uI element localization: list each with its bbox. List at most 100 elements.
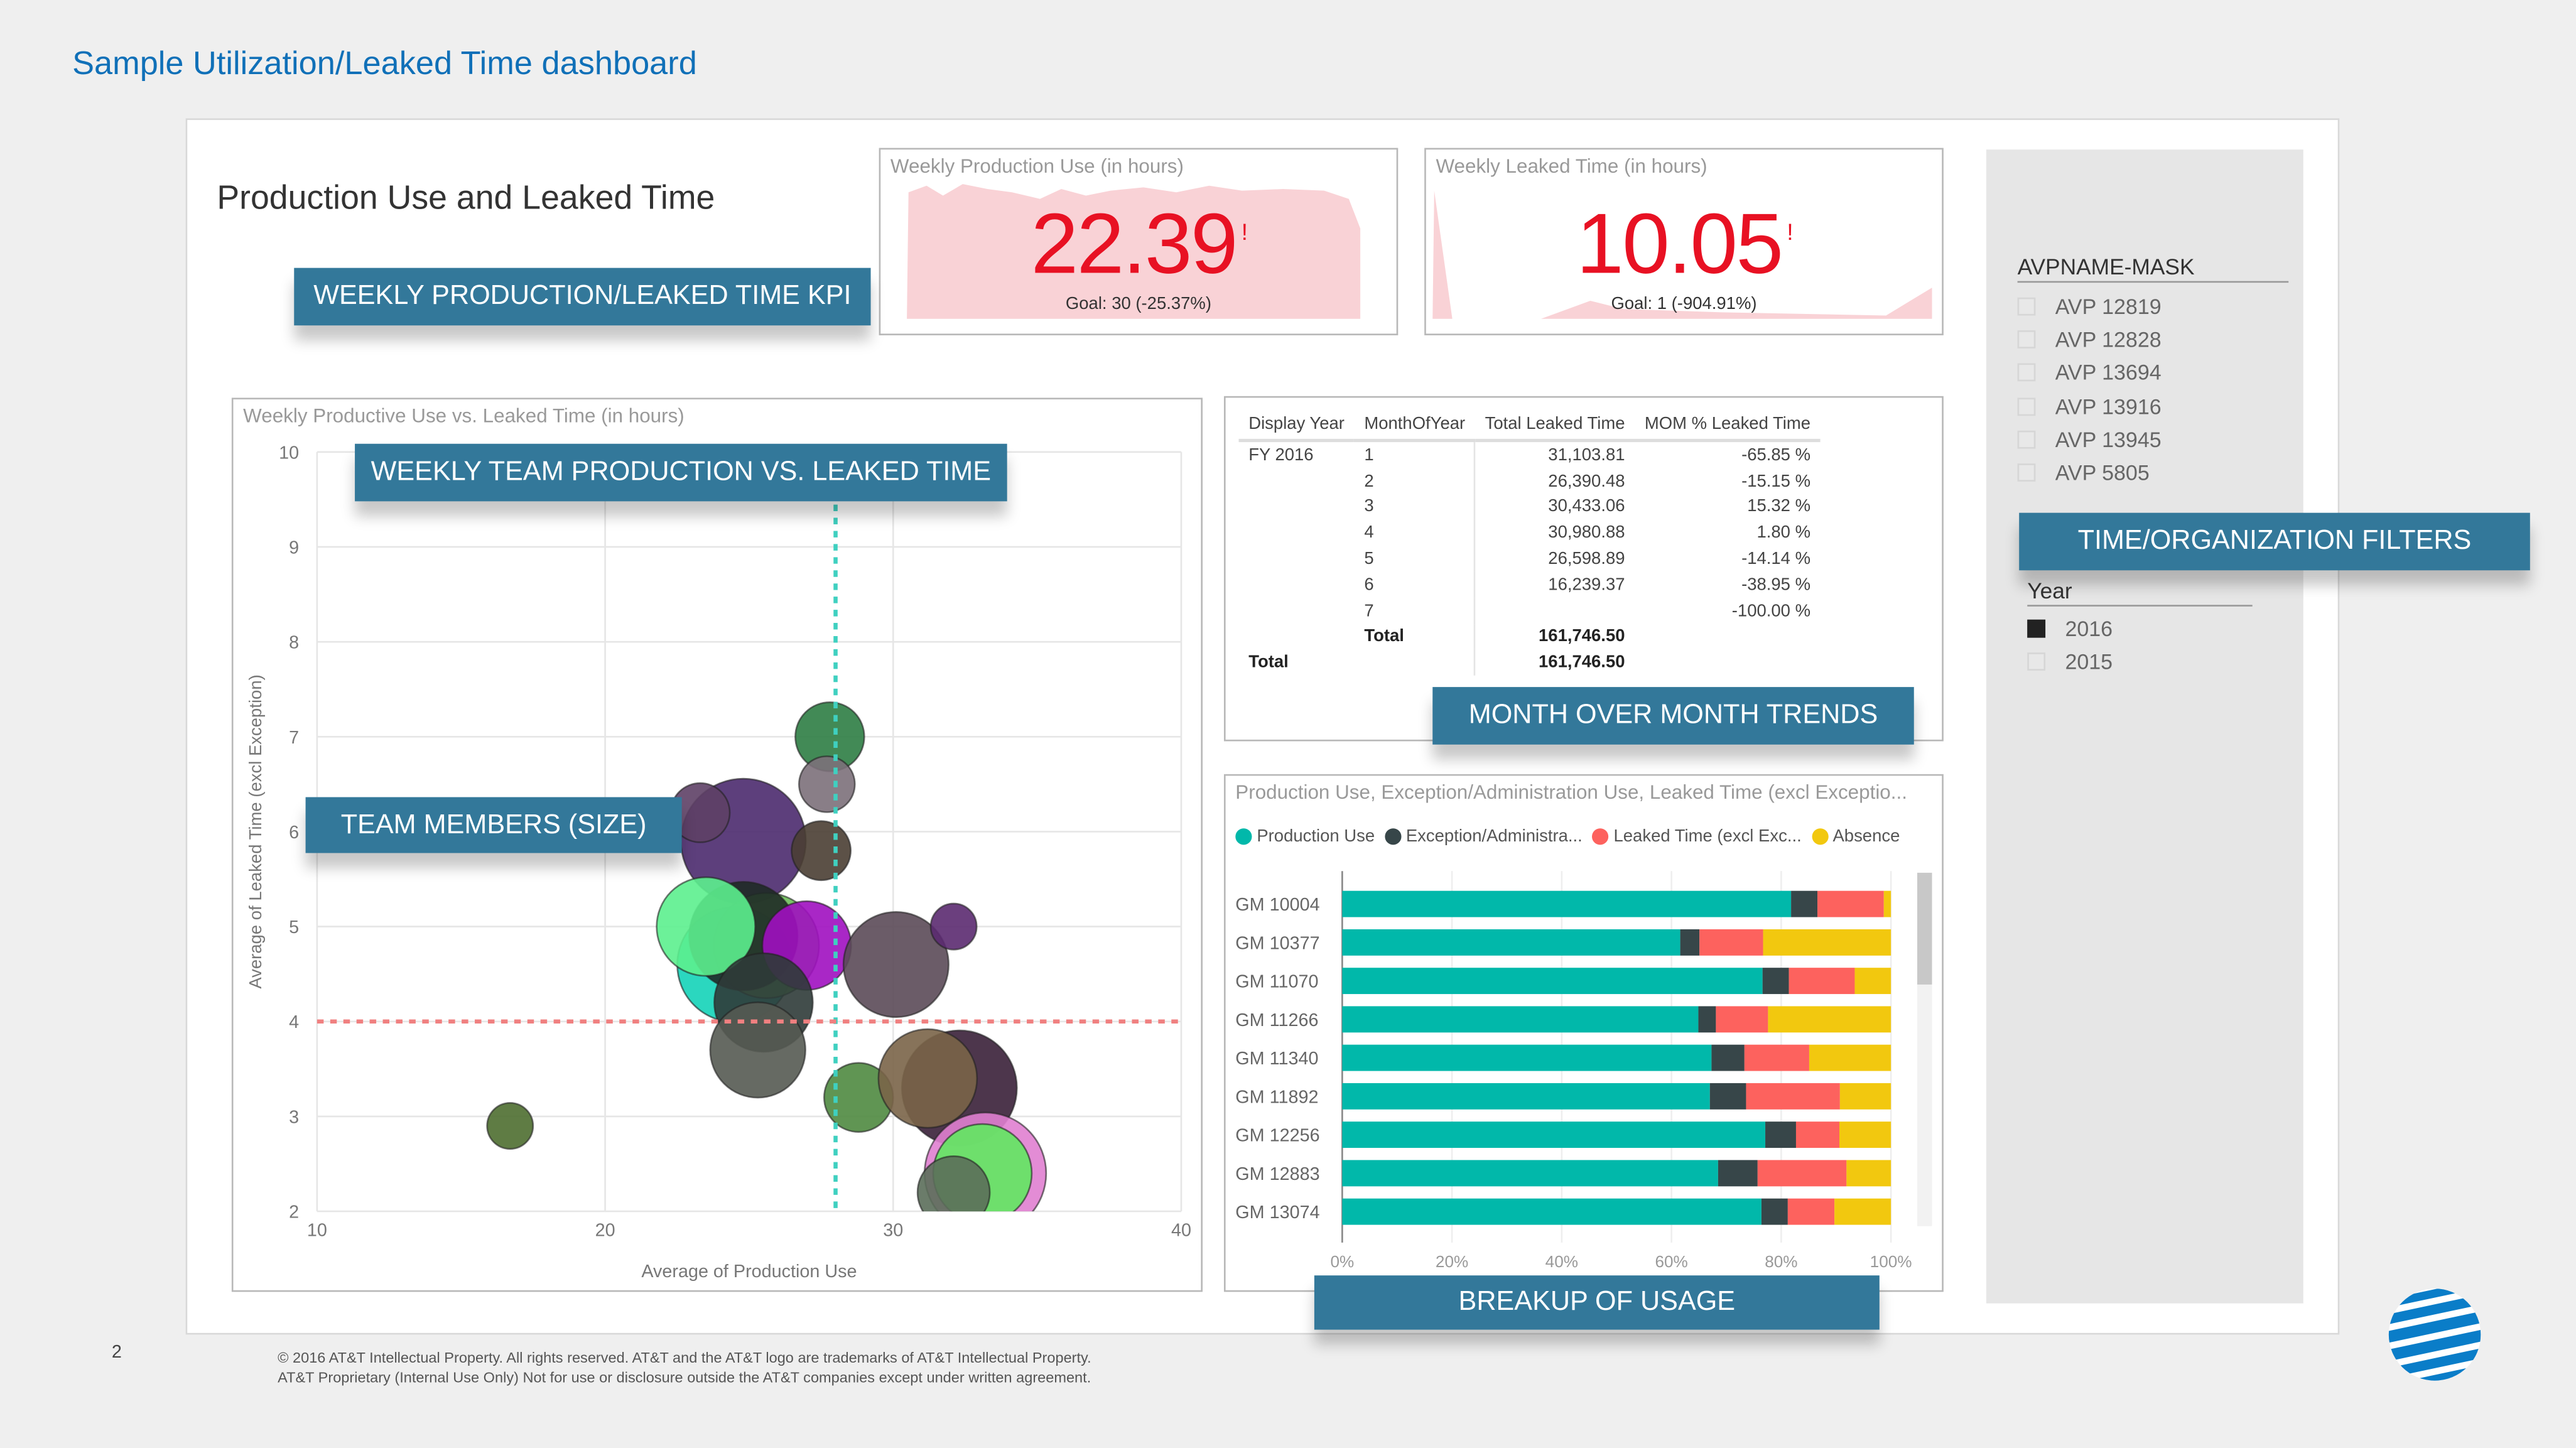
- bar-segment[interactable]: [1342, 1006, 1699, 1033]
- bar-segment[interactable]: [1342, 968, 1763, 995]
- bar-segment[interactable]: [1342, 1160, 1718, 1187]
- checkbox[interactable]: [2017, 330, 2036, 349]
- checkbox[interactable]: [2017, 463, 2036, 482]
- bar-segment[interactable]: [1342, 1083, 1710, 1110]
- kpi-value: 22.39!: [880, 195, 1396, 294]
- checkbox[interactable]: [2017, 430, 2036, 449]
- usage-bar-chart-card: Production Use, Exception/Administration…: [1223, 774, 1944, 1292]
- column-header[interactable]: MOM % Leaked Time: [1635, 411, 1821, 443]
- bubble[interactable]: [656, 876, 756, 977]
- legend-item[interactable]: Leaked Time (excl Exc...: [1592, 827, 1802, 846]
- column-header[interactable]: Display Year: [1238, 411, 1355, 443]
- checkbox[interactable]: [2017, 297, 2036, 316]
- kpi-number: 10.05: [1576, 197, 1783, 293]
- slicer-item-2015[interactable]: 2015: [2027, 649, 2113, 674]
- slicer-item-2016[interactable]: 2016: [2027, 617, 2113, 641]
- bar-segment[interactable]: [1709, 1083, 1746, 1110]
- bar-segment[interactable]: [1342, 929, 1680, 956]
- table-cell: 15.32 %: [1747, 497, 1811, 517]
- slicer-item-label: AVP 13945: [2055, 427, 2162, 452]
- bar-segment[interactable]: [1846, 1160, 1891, 1187]
- checkbox[interactable]: [2017, 364, 2036, 382]
- column-header[interactable]: MonthOfYear: [1354, 411, 1475, 443]
- bubble[interactable]: [877, 1028, 978, 1129]
- bar-segment[interactable]: [1834, 1198, 1891, 1225]
- y-tick-label: 4: [289, 1012, 299, 1032]
- table-cell: [1354, 649, 1476, 676]
- bubble[interactable]: [929, 902, 978, 951]
- checkbox[interactable]: [2027, 652, 2046, 671]
- table-cell: -14.14 %: [1741, 549, 1811, 569]
- slicer-item-avp-12819[interactable]: AVP 12819: [2017, 294, 2162, 319]
- bar-segment[interactable]: [1791, 890, 1818, 917]
- bubble[interactable]: [842, 911, 950, 1018]
- bar-segment[interactable]: [1787, 1198, 1835, 1225]
- slicer-item-avp-13916[interactable]: AVP 13916: [2017, 394, 2162, 418]
- category-label: GM 11340: [1235, 1049, 1318, 1069]
- bar-segment[interactable]: [1854, 968, 1891, 995]
- bar-segment[interactable]: [1680, 929, 1700, 956]
- scrollbar-track[interactable]: [1917, 872, 1932, 1226]
- bar-segment[interactable]: [1718, 1160, 1758, 1187]
- bar-segment[interactable]: [1342, 890, 1792, 917]
- column-header[interactable]: Total Leaked Time: [1475, 411, 1635, 443]
- y-tick-label: 9: [289, 538, 299, 558]
- table-row: Total 161,746.50: [1239, 624, 1821, 650]
- bar-segment[interactable]: [1699, 929, 1763, 956]
- bar-segment[interactable]: [1839, 1121, 1891, 1148]
- kpi-card-production[interactable]: Weekly Production Use (in hours) 22.39! …: [879, 148, 1399, 335]
- bar-segment[interactable]: [1716, 1006, 1768, 1033]
- slicer-item-label: 2016: [2065, 616, 2113, 641]
- page-title: Sample Utilization/Leaked Time dashboard: [72, 46, 697, 82]
- table-cell: 30,433.06: [1548, 497, 1625, 517]
- bubble[interactable]: [916, 1155, 991, 1228]
- legend-label: Exception/Administra...: [1405, 826, 1583, 847]
- bar-segment[interactable]: [1746, 1083, 1840, 1110]
- slicer-item-avp-12828[interactable]: AVP 12828: [2017, 327, 2162, 352]
- slicer-item-avp-13945[interactable]: AVP 13945: [2017, 427, 2162, 452]
- bar-segment[interactable]: [1768, 1006, 1891, 1033]
- bar-segment[interactable]: [1761, 1198, 1788, 1225]
- bar-segment[interactable]: [1817, 890, 1884, 917]
- kpi-goal: Goal: 30 (-25.37%): [1065, 294, 1212, 314]
- table-cell: [1239, 572, 1355, 598]
- checkbox[interactable]: [2027, 619, 2046, 638]
- bar-segment[interactable]: [1795, 1121, 1839, 1148]
- bubble[interactable]: [798, 755, 856, 813]
- stacked-bar-chart[interactable]: 0% 20% 40% 60% 80% 100% GM 10004 GM 10377 GM 110…: [1226, 775, 1942, 1290]
- bar-segment[interactable]: [1789, 968, 1855, 995]
- bar-segment[interactable]: [1765, 1121, 1796, 1148]
- bubbles: [486, 701, 1047, 1228]
- slicer-header-year: Year: [2027, 578, 2253, 607]
- bar-segment[interactable]: [1342, 1198, 1762, 1225]
- scrollbar-thumb[interactable]: [1917, 872, 1932, 985]
- legend-item[interactable]: Absence: [1811, 827, 1900, 846]
- bar-segment[interactable]: [1698, 1006, 1716, 1033]
- checkbox[interactable]: [2017, 397, 2036, 416]
- bar-segment[interactable]: [1744, 1044, 1809, 1071]
- bubble[interactable]: [486, 1102, 534, 1150]
- bubble[interactable]: [709, 1001, 806, 1099]
- slicer-item-avp-13694[interactable]: AVP 13694: [2017, 360, 2162, 386]
- table-cell: 6: [1354, 571, 1476, 598]
- scatter-chart[interactable]: 2 3 4 5 6 7 8 9 10 10 20 30 40 Average of Production …: [233, 399, 1201, 1290]
- kpi-card-leaked[interactable]: Weekly Leaked Time (in hours) 10.05! Goa…: [1424, 148, 1944, 335]
- bar-segment[interactable]: [1711, 1044, 1745, 1071]
- bar-segment[interactable]: [1809, 1044, 1891, 1071]
- bar-segment[interactable]: [1342, 1044, 1712, 1071]
- bar-segment[interactable]: [1883, 890, 1891, 917]
- legend-item[interactable]: Production Use: [1235, 827, 1375, 846]
- legend-item[interactable]: Exception/Administra...: [1384, 826, 1583, 847]
- table-row: 2 26,390.48 -15.15 %: [1239, 468, 1821, 494]
- bar-segment[interactable]: [1762, 968, 1789, 995]
- bar-segment[interactable]: [1839, 1083, 1891, 1110]
- bar-segment[interactable]: [1763, 929, 1891, 956]
- slicer-item-avp-5805[interactable]: AVP 5805: [2017, 460, 2150, 485]
- bar-segment[interactable]: [1342, 1121, 1766, 1148]
- slicer-item-label: AVP 13694: [2055, 360, 2162, 386]
- bubble[interactable]: [791, 820, 852, 882]
- table-cell: -100.00 %: [1731, 601, 1811, 621]
- table-cell: 4: [1354, 520, 1476, 546]
- bar-segment[interactable]: [1757, 1160, 1847, 1187]
